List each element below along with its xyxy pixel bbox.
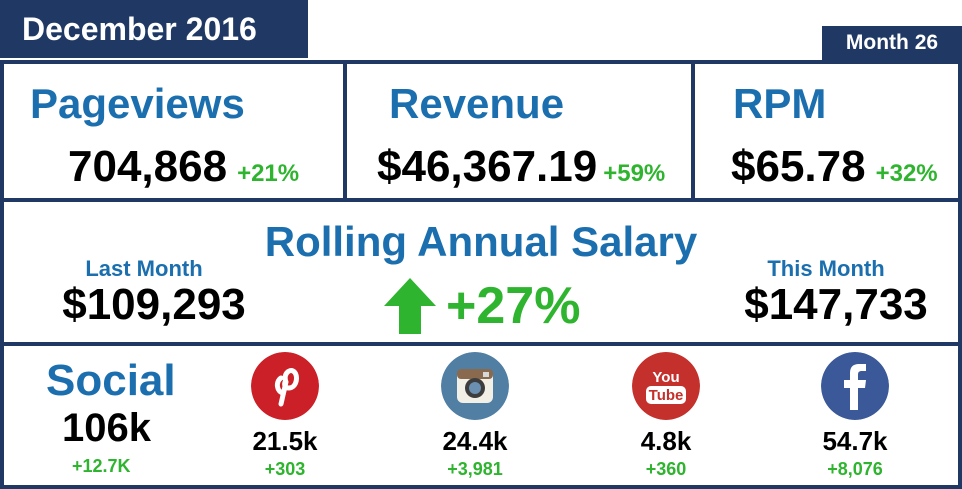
pinterest-count: 21.5k xyxy=(252,426,318,456)
month-badge: Month 26 xyxy=(822,26,962,60)
social-card: Social 106k +12.7K 21.5k +303 24.4k +3,9… xyxy=(0,342,962,489)
pinterest-icon xyxy=(251,352,319,420)
last-month-value: $109,293 xyxy=(62,280,246,329)
social-label: Social xyxy=(46,356,176,405)
pageviews-change: +21% xyxy=(237,160,300,187)
salary-change: +27% xyxy=(446,277,581,335)
pageviews-card: Pageviews 704,868 +21% xyxy=(0,60,347,202)
social-total: 106k xyxy=(62,406,151,450)
social-total-change: +12.7K xyxy=(72,456,131,476)
rpm-card: RPM $65.78 +32% xyxy=(691,60,962,202)
facebook-count: 54.7k xyxy=(822,426,888,456)
youtube-icon: You Tube xyxy=(632,352,700,420)
social-network-pinterest: 21.5k +303 xyxy=(230,352,340,480)
revenue-value-row: $46,367.19 +59% xyxy=(377,142,665,192)
revenue-card: Revenue $46,367.19 +59% xyxy=(343,60,695,202)
instagram-icon xyxy=(441,352,509,420)
page-title-text: December 2016 xyxy=(22,10,257,47)
pinterest-change: +303 xyxy=(264,459,306,479)
salary-card: Rolling Annual Salary Last Month $109,29… xyxy=(0,198,962,346)
youtube-count: 4.8k xyxy=(640,426,692,456)
salary-title: Rolling Annual Salary xyxy=(264,218,698,265)
social-network-facebook: 54.7k +8,076 xyxy=(800,352,910,480)
rpm-value: $65.78 xyxy=(731,142,866,191)
youtube-change: +360 xyxy=(645,459,687,479)
revenue-value: $46,367.19 xyxy=(377,142,598,191)
rpm-value-row: $65.78 +32% xyxy=(731,142,938,192)
facebook-change: +8,076 xyxy=(827,459,883,479)
instagram-count: 24.4k xyxy=(442,426,508,456)
last-month-label: Last Month xyxy=(85,256,203,281)
svg-text:Tube: Tube xyxy=(649,387,684,404)
rpm-change: +32% xyxy=(875,160,938,187)
page-title: December 2016 xyxy=(0,0,308,58)
social-network-instagram: 24.4k +3,981 xyxy=(420,352,530,480)
pageviews-value-row: 704,868 +21% xyxy=(68,142,299,192)
this-month-label: This Month xyxy=(767,256,885,281)
svg-text:You: You xyxy=(652,369,679,386)
month-badge-text: Month 26 xyxy=(845,31,939,54)
revenue-change: +59% xyxy=(603,160,666,187)
facebook-icon xyxy=(821,352,889,420)
revenue-label: Revenue xyxy=(389,80,565,127)
instagram-change: +3,981 xyxy=(447,459,503,479)
pageviews-label: Pageviews xyxy=(30,80,245,127)
rpm-label: RPM xyxy=(733,80,827,127)
social-network-youtube: You Tube 4.8k +360 xyxy=(611,352,721,480)
this-month-value: $147,733 xyxy=(744,280,928,329)
pageviews-value: 704,868 xyxy=(68,142,228,191)
arrow-up-icon xyxy=(384,278,436,334)
